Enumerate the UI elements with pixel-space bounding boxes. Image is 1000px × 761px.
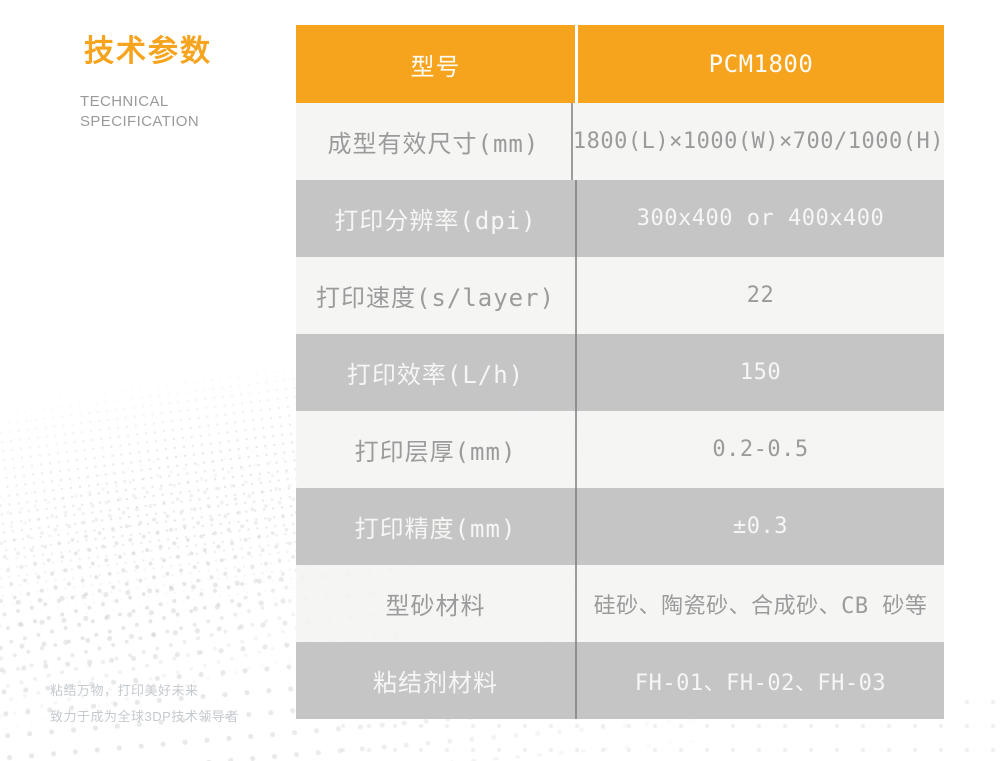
subtitle-line-2: SPECIFICATION <box>80 113 200 130</box>
page-subtitle: TECHNICAL SPECIFICATION <box>80 92 212 132</box>
spec-label-cell: 成型有效尺寸(mm) <box>327 130 540 158</box>
page-title: 技术参数 <box>84 35 212 68</box>
spec-value-cell: 硅砂、陶瓷砂、合成砂、CB 砂等 <box>575 565 944 642</box>
table-row: 成型有效尺寸(mm) 1800(L)×1000(W)×700/1000(H) <box>296 103 944 180</box>
table-row: 打印分辨率(dpi) 300x400 or 400x400 <box>296 180 944 257</box>
spec-value-cell: ±0.3 <box>575 488 944 565</box>
table-row: 打印速度(s/layer) 22 <box>296 257 944 334</box>
spec-value-cell: FH-01、FH-02、FH-03 <box>575 642 944 719</box>
header-label-cell: 型号 <box>410 52 461 81</box>
table-row: 型砂材料 硅砂、陶瓷砂、合成砂、CB 砂等 <box>296 565 944 642</box>
subtitle-line-1: TECHNICAL <box>80 93 169 110</box>
table-header-row: 型号 PCM1800 <box>296 25 944 103</box>
spec-table: 型号 PCM1800 成型有效尺寸(mm) 1800(L)×1000(W)×70… <box>296 25 944 719</box>
spec-value-cell: 0.2-0.5 <box>575 411 944 488</box>
footer-slogan-line-1: 粘结万物，打印美好未来 <box>50 683 199 698</box>
footer-slogan-line-2: 致力于成为全球3DP技术领导者 <box>50 709 239 724</box>
spec-label-cell: 打印速度(s/layer) <box>315 284 556 312</box>
table-row: 打印精度(mm) ±0.3 <box>296 488 944 565</box>
header-value-cell: PCM1800 <box>575 25 944 103</box>
spec-value-cell: 300x400 or 400x400 <box>575 180 944 257</box>
spec-label-cell: 型砂材料 <box>385 592 486 620</box>
table-row: 粘结剂材料 FH-01、FH-02、FH-03 <box>296 642 944 719</box>
spec-label-cell: 打印效率(L/h) <box>346 361 525 389</box>
spec-label-cell: 打印精度(mm) <box>354 515 517 543</box>
spec-label-cell: 打印分辨率(dpi) <box>334 207 537 235</box>
spec-value-cell: 150 <box>575 334 944 411</box>
table-row: 打印效率(L/h) 150 <box>296 334 944 411</box>
spec-value-cell: 22 <box>575 257 944 334</box>
spec-label-cell: 粘结剂材料 <box>373 669 498 697</box>
spec-value-cell: 1800(L)×1000(W)×700/1000(H) <box>570 103 944 180</box>
spec-label-cell: 打印层厚(mm) <box>354 438 517 466</box>
table-row: 打印层厚(mm) 0.2-0.5 <box>296 411 944 488</box>
section-header: 技术参数 TECHNICAL SPECIFICATION <box>80 26 212 132</box>
footer-slogan: 粘结万物，打印美好未来 致力于成为全球3DP技术领导者 <box>50 678 239 730</box>
